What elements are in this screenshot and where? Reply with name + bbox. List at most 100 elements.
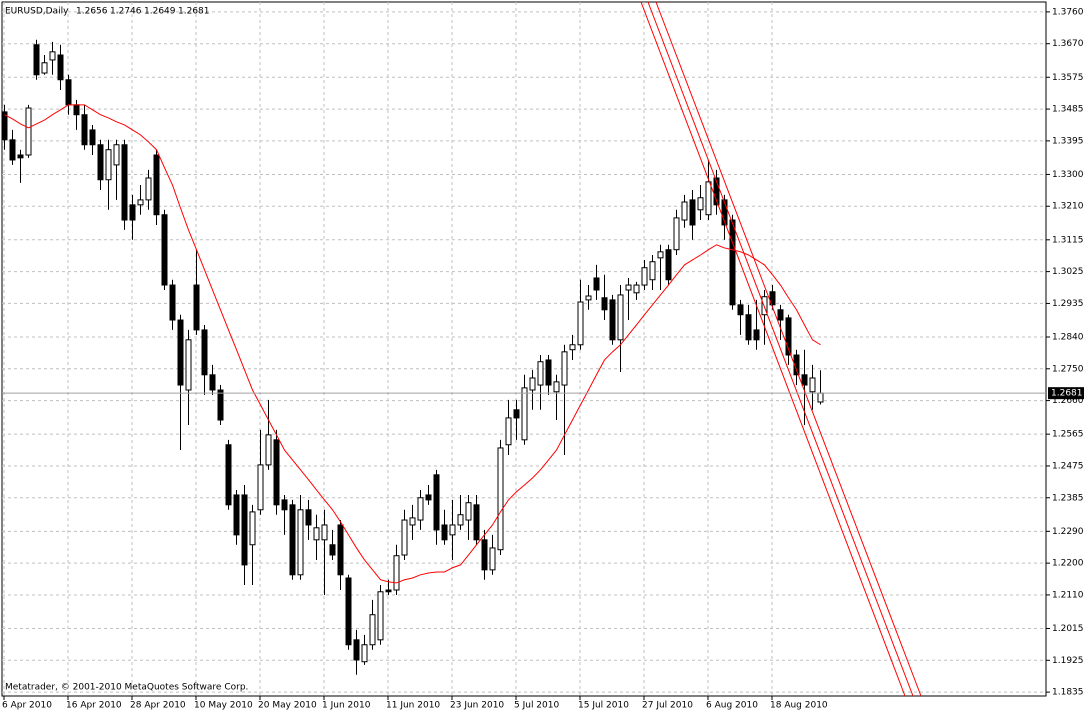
candle-body	[505, 417, 512, 446]
candle-body	[57, 54, 64, 81]
candle-body	[513, 409, 520, 419]
candle-body	[289, 504, 296, 576]
candle-body	[201, 329, 208, 376]
candle-body	[361, 644, 368, 663]
candle-body	[1, 111, 8, 141]
y-tick-label: 1.1925	[1052, 656, 1084, 666]
candle-body	[185, 339, 192, 391]
candle-body	[633, 284, 640, 294]
candle-body	[25, 107, 32, 156]
candle-body	[217, 389, 224, 421]
candle-body	[561, 351, 568, 386]
candle-body	[409, 517, 416, 526]
candle-body	[521, 387, 528, 441]
y-tick-label: 1.2015	[1052, 624, 1084, 634]
candle-body	[249, 511, 256, 546]
last-price-box	[1048, 387, 1084, 400]
trend-line	[640, 1, 906, 697]
y-tick-label: 1.3395	[1052, 136, 1084, 146]
candle-body	[681, 201, 688, 221]
y-tick-label: 1.2935	[1052, 299, 1084, 309]
candle-body	[193, 284, 200, 331]
candle-body	[65, 79, 72, 106]
candle-body	[49, 51, 56, 61]
candle-body	[377, 591, 384, 641]
candle-body	[609, 299, 616, 341]
candle-body	[705, 181, 712, 216]
candle-body	[425, 494, 432, 501]
candle-body	[321, 524, 328, 541]
candle-body	[817, 392, 824, 403]
x-tick-label: 11 Jun 2010	[386, 701, 440, 711]
x-tick-label: 6 Apr 2010	[2, 701, 52, 711]
candle-body	[649, 261, 656, 281]
candle-body	[297, 509, 304, 576]
x-tick-label: 6 Aug 2010	[706, 701, 758, 711]
plot-area	[1, 1, 1047, 697]
candle-body	[345, 577, 352, 646]
y-tick-label: 1.2385	[1052, 493, 1084, 503]
candle-body	[585, 295, 592, 301]
y-tick-label: 1.3025	[1052, 267, 1084, 277]
candle-body	[433, 474, 440, 531]
candle-body	[569, 344, 576, 351]
trend-line	[655, 1, 922, 697]
candle-body	[745, 314, 752, 341]
candle-body	[113, 144, 120, 166]
chart-title: EURUSD,Daily	[5, 7, 69, 17]
y-tick-label: 1.2750	[1052, 364, 1084, 374]
trend-line	[647, 1, 914, 697]
candle-body	[545, 359, 552, 386]
candle-body	[153, 154, 160, 216]
candle-body	[665, 249, 672, 281]
y-tick-label: 1.3300	[1052, 170, 1084, 180]
candle-body	[401, 519, 408, 556]
trend-lines	[640, 1, 922, 697]
candle-body	[353, 639, 360, 661]
candle-body	[721, 199, 728, 226]
candle-body	[121, 144, 128, 221]
candle-body	[753, 329, 760, 341]
candle-body	[393, 555, 400, 591]
candle-body	[793, 354, 800, 376]
candle-body	[329, 544, 336, 556]
candle-body	[801, 374, 808, 386]
candles	[1, 39, 824, 675]
candle-body	[161, 214, 168, 286]
candle-body	[593, 277, 600, 291]
candle-body	[497, 447, 504, 551]
y-tick-label: 1.2565	[1052, 430, 1084, 440]
candle-body	[313, 527, 320, 541]
y-tick-label: 1.3575	[1052, 73, 1084, 83]
candle-body	[385, 589, 392, 593]
candle-body	[241, 494, 248, 566]
candle-body	[785, 317, 792, 356]
candle-body	[41, 62, 48, 74]
y-tick-label: 1.3115	[1052, 235, 1084, 245]
candle-body	[97, 144, 104, 181]
candle-body	[601, 297, 608, 311]
candle-body	[225, 444, 232, 506]
y-tick-label: 1.2200	[1052, 559, 1084, 569]
x-tick-label: 18 Aug 2010	[770, 701, 828, 711]
candle-body	[305, 509, 312, 526]
candle-body	[17, 154, 24, 159]
candle-body	[529, 377, 536, 391]
ohlc-open: 1.2656	[76, 7, 108, 17]
candle-body	[577, 301, 584, 346]
candle-body	[473, 504, 480, 541]
candle-body	[713, 177, 720, 206]
y-tick-label: 1.2840	[1052, 332, 1084, 342]
candle-body	[177, 319, 184, 386]
candle-body	[169, 284, 176, 321]
candle-body	[641, 267, 648, 286]
y-tick-label: 1.3485	[1052, 105, 1084, 115]
candle-body	[81, 114, 88, 146]
candle-body	[449, 524, 456, 536]
candle-body	[417, 497, 424, 521]
candle-body	[737, 304, 744, 316]
ohlc-low: 1.2649	[144, 7, 176, 17]
x-tick-label: 10 May 2010	[194, 701, 253, 711]
x-tick-label: 5 Jul 2010	[514, 701, 559, 711]
